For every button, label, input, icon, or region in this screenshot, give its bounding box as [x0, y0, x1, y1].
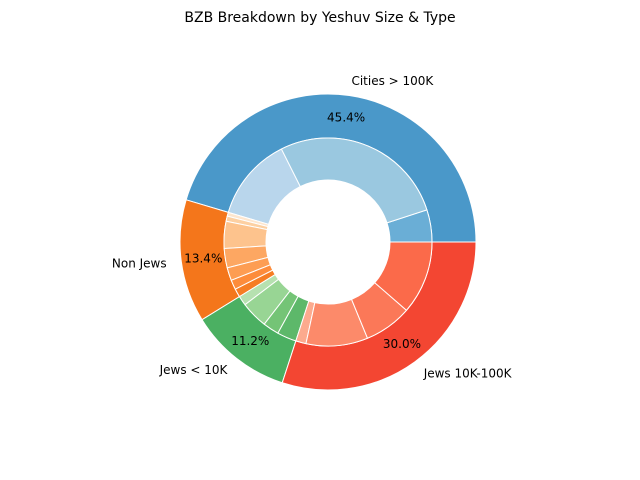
outer-slice-label: Non Jews — [112, 256, 167, 270]
outer-slice-percent: 13.4% — [184, 252, 222, 266]
outer-slice-percent: 11.2% — [231, 334, 269, 348]
outer-slice-label: Cities > 100K — [351, 74, 434, 88]
inner-slice — [280, 137, 428, 224]
inner-slice — [374, 241, 433, 311]
chart-title: BZB Breakdown by Yeshuv Size & Type — [184, 10, 455, 26]
outer-slice-label: Jews < 10K — [159, 363, 229, 377]
percent-labels: 45.4% 13.4% 11.2% 30.0% — [184, 111, 421, 351]
outer-slice-percent: 30.0% — [383, 337, 421, 351]
outer-labels: Cities > 100K Non Jews Jews < 10K Jews 10K-… — [112, 74, 513, 381]
outer-slice-label: Jews 10K-100K — [423, 367, 513, 381]
inner-ring — [223, 137, 433, 347]
outer-slice-percent: 45.4% — [327, 111, 365, 125]
